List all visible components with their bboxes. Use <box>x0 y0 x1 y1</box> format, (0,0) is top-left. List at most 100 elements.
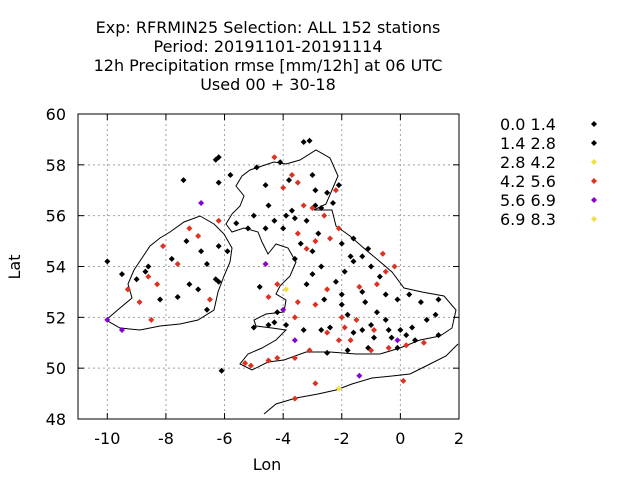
y-tick-label: 56 <box>46 207 66 226</box>
data-point <box>397 327 404 334</box>
data-point <box>373 309 380 316</box>
legend: 0.0 1.41.4 2.82.8 4.24.2 5.65.6 6.96.9 8… <box>500 115 597 229</box>
data-point <box>365 245 372 252</box>
data-point <box>291 255 298 262</box>
data-point <box>203 306 210 313</box>
data-point <box>148 316 155 323</box>
data-point <box>215 217 222 224</box>
data-point <box>288 207 295 214</box>
data-point <box>321 296 328 303</box>
data-point <box>388 334 395 341</box>
data-point <box>288 172 295 178</box>
data-point <box>312 380 319 387</box>
data-point <box>306 137 313 144</box>
data-point <box>183 238 190 245</box>
data-point <box>265 357 272 364</box>
x-tick-label: 0 <box>395 429 405 448</box>
data-point <box>312 187 319 194</box>
data-point <box>341 268 348 275</box>
data-point <box>359 327 366 334</box>
y-tick-label: 48 <box>46 410 66 429</box>
data-point <box>335 182 342 189</box>
data-point <box>309 248 316 255</box>
data-point <box>338 291 345 298</box>
data-point <box>400 377 407 384</box>
data-point <box>382 268 389 275</box>
data-point <box>283 321 290 328</box>
x-axis-label: Lon <box>253 455 282 474</box>
x-tick-label: -4 <box>275 429 291 448</box>
data-point <box>271 217 278 224</box>
data-point <box>277 159 284 166</box>
data-point <box>265 294 272 300</box>
legend-marker <box>591 159 597 165</box>
data-point <box>157 296 164 303</box>
data-point <box>291 395 298 402</box>
data-point <box>198 248 205 255</box>
data-point <box>283 212 290 219</box>
x-tick-label: -2 <box>334 429 350 448</box>
data-point <box>335 385 342 392</box>
data-point <box>280 225 287 232</box>
data-point <box>244 225 251 232</box>
data-point <box>324 329 331 336</box>
legend-label: 5.6 6.9 <box>500 191 556 210</box>
data-point <box>291 355 298 361</box>
data-point <box>356 372 363 379</box>
legend-marker <box>591 216 597 222</box>
data-point <box>280 306 287 313</box>
y-tick-label: 60 <box>46 105 66 124</box>
data-point <box>186 225 193 232</box>
data-point <box>371 334 378 341</box>
data-point <box>335 337 342 344</box>
y-axis-label: Lat <box>5 255 24 280</box>
data-point <box>341 324 348 331</box>
data-point <box>353 316 360 323</box>
data-point <box>309 271 316 278</box>
data-point <box>180 177 187 184</box>
data-point <box>344 347 351 354</box>
data-point <box>338 301 345 308</box>
data-point <box>265 321 272 328</box>
data-point <box>303 281 310 288</box>
data-point <box>154 281 161 288</box>
data-point <box>262 260 269 267</box>
data-point <box>262 225 269 232</box>
data-point <box>195 286 202 293</box>
data-point <box>286 177 293 184</box>
data-point <box>318 263 325 270</box>
data-point <box>118 327 125 334</box>
data-point <box>294 230 301 237</box>
data-point <box>403 332 410 339</box>
data-point <box>403 342 410 349</box>
data-point <box>350 329 357 336</box>
data-point <box>159 243 166 250</box>
data-point <box>133 276 140 283</box>
data-point <box>274 355 281 361</box>
data-point <box>145 263 152 270</box>
data-point <box>324 349 331 356</box>
data-point <box>391 263 398 270</box>
data-point <box>406 291 413 298</box>
data-point <box>242 360 249 367</box>
data-point <box>327 324 334 331</box>
data-point <box>203 260 210 267</box>
y-tick-label: 58 <box>46 156 66 175</box>
data-point <box>142 268 149 275</box>
data-point <box>256 283 263 290</box>
chart-title: Exp: RFRMIN25 Selection: ALL 152 station… <box>94 18 443 94</box>
data-point <box>215 154 222 161</box>
data-point <box>215 179 222 186</box>
data-point <box>423 316 430 323</box>
data-point <box>338 240 345 247</box>
legend-label: 6.9 8.3 <box>500 210 556 229</box>
data-point <box>291 314 298 321</box>
y-tick-label: 50 <box>46 359 66 378</box>
data-point <box>274 309 281 316</box>
legend-label: 2.8 4.2 <box>500 153 556 172</box>
data-point <box>198 199 205 206</box>
data-point <box>294 299 301 306</box>
data-point <box>324 286 331 293</box>
legend-marker <box>591 197 597 203</box>
data-point <box>327 235 334 242</box>
